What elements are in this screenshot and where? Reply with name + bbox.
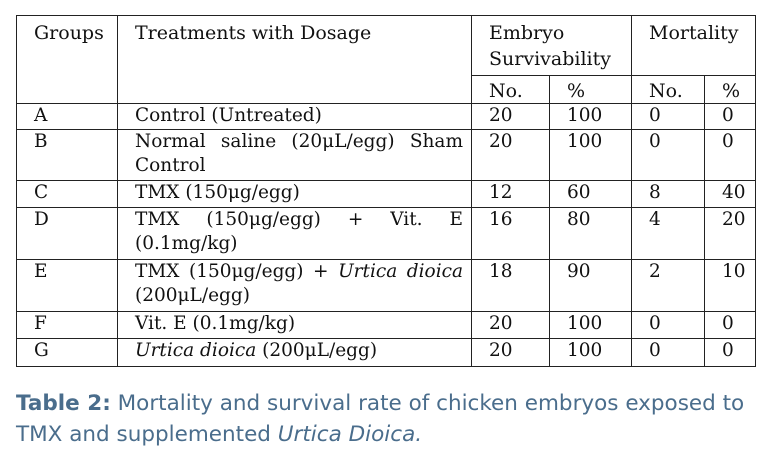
treatment-text: Normal saline (20μL/egg) Sham Control bbox=[135, 131, 463, 176]
table-row: C TMX (150μg/egg) 12 60 8 40 bbox=[16, 180, 757, 208]
table-row: B Normal saline (20μL/egg) Sham Control … bbox=[16, 129, 757, 181]
header-row: Groups Treatments with Dosage Embryo Sur… bbox=[16, 15, 757, 104]
treatment-text: TMX (150μg/egg) + bbox=[135, 261, 339, 282]
table-row: D TMX (150μg/egg) + Vit. E (0.1mg/kg) 16… bbox=[16, 207, 757, 260]
cell-mort-pct: 10 bbox=[704, 259, 757, 312]
cell-treatment: TMX (150μg/egg) + Urtica dioica (200μL/e… bbox=[117, 259, 472, 312]
header-survivability: Embryo Survivability bbox=[470, 15, 633, 76]
cell-treatment: Normal saline (20μL/egg) Sham Control bbox=[117, 129, 472, 181]
cell-surv-no: 20 bbox=[471, 103, 550, 130]
cell-mort-no: 4 bbox=[631, 207, 706, 260]
cell-surv-pct: 100 bbox=[548, 338, 633, 367]
cell-surv-no: 20 bbox=[471, 311, 550, 339]
table-row: G Urtica dioica (200μL/egg) 20 100 0 0 bbox=[16, 338, 757, 367]
caption-species: Urtica Dioica. bbox=[277, 422, 423, 447]
cell-mort-no: 0 bbox=[631, 311, 706, 339]
treatment-text: Vit. E (0.1mg/kg) bbox=[135, 313, 296, 334]
cell-mort-no: 2 bbox=[631, 259, 706, 312]
header-treatments: Treatments with Dosage bbox=[117, 15, 472, 104]
cell-treatment: TMX (150μg/egg) + Vit. E (0.1mg/kg) bbox=[117, 207, 472, 260]
caption-text: Mortality and survival rate of chicken e… bbox=[16, 391, 745, 447]
table-row: E TMX (150μg/egg) + Urtica dioica (200μL… bbox=[16, 259, 757, 312]
header-surv-no: No. bbox=[471, 75, 550, 104]
cell-surv-no: 18 bbox=[471, 259, 550, 312]
cell-group: G bbox=[16, 338, 118, 367]
cell-surv-no: 16 bbox=[471, 207, 550, 260]
cell-mort-no: 0 bbox=[631, 338, 706, 367]
cell-surv-no: 20 bbox=[471, 129, 550, 181]
cell-mort-pct: 0 bbox=[704, 338, 757, 367]
cell-mort-no: 8 bbox=[631, 180, 706, 208]
cell-treatment: TMX (150μg/egg) bbox=[117, 180, 472, 208]
cell-treatment: Urtica dioica (200μL/egg) bbox=[117, 338, 472, 367]
cell-mort-pct: 20 bbox=[704, 207, 757, 260]
cell-surv-pct: 100 bbox=[548, 129, 633, 181]
cell-treatment: Vit. E (0.1mg/kg) bbox=[117, 311, 472, 339]
cell-group: D bbox=[16, 207, 118, 260]
cell-mort-pct: 0 bbox=[704, 129, 757, 181]
header-mort-no: No. bbox=[631, 75, 706, 104]
header-mort-pct: % bbox=[704, 75, 757, 104]
caption-label: Table 2: bbox=[16, 391, 111, 416]
cell-surv-pct: 90 bbox=[548, 259, 633, 312]
cell-group: B bbox=[16, 129, 118, 181]
species-name: Urtica dioica bbox=[338, 261, 464, 282]
cell-surv-pct: 80 bbox=[548, 207, 633, 260]
cell-treatment: Control (Untreated) bbox=[117, 103, 472, 130]
table-caption: Table 2: Mortality and survival rate of … bbox=[16, 388, 766, 450]
cell-surv-pct: 100 bbox=[548, 103, 633, 130]
treatment-text: (200μL/egg) bbox=[256, 340, 378, 361]
cell-surv-pct: 60 bbox=[548, 180, 633, 208]
table-row: A Control (Untreated) 20 100 0 0 bbox=[16, 103, 757, 130]
treatment-text: Control (Untreated) bbox=[135, 105, 322, 126]
treatment-text: TMX (150μg/egg) + Vit. E (0.1mg/kg) bbox=[135, 209, 463, 254]
treatment-text: (200μL/egg) bbox=[135, 285, 250, 306]
header-groups: Groups bbox=[16, 15, 118, 104]
header-mortality: Mortality bbox=[631, 15, 757, 76]
cell-mort-pct: 0 bbox=[704, 103, 757, 130]
cell-mort-pct: 40 bbox=[704, 180, 757, 208]
cell-group: F bbox=[16, 311, 118, 339]
species-name: Urtica dioica bbox=[135, 340, 257, 361]
results-table: Groups Treatments with Dosage Embryo Sur… bbox=[16, 15, 757, 367]
table-row: F Vit. E (0.1mg/kg) 20 100 0 0 bbox=[16, 311, 757, 339]
cell-mort-pct: 0 bbox=[704, 311, 757, 339]
cell-group: C bbox=[16, 180, 118, 208]
cell-group: A bbox=[16, 103, 118, 130]
treatment-text: TMX (150μg/egg) bbox=[135, 182, 300, 203]
cell-surv-no: 12 bbox=[471, 180, 550, 208]
header-surv-pct: % bbox=[548, 75, 633, 104]
cell-mort-no: 0 bbox=[631, 129, 706, 181]
cell-surv-pct: 100 bbox=[548, 311, 633, 339]
cell-mort-no: 0 bbox=[631, 103, 706, 130]
subheader-row: No. % No. % bbox=[17, 75, 757, 104]
cell-group: E bbox=[16, 259, 118, 312]
cell-surv-no: 20 bbox=[471, 338, 550, 367]
